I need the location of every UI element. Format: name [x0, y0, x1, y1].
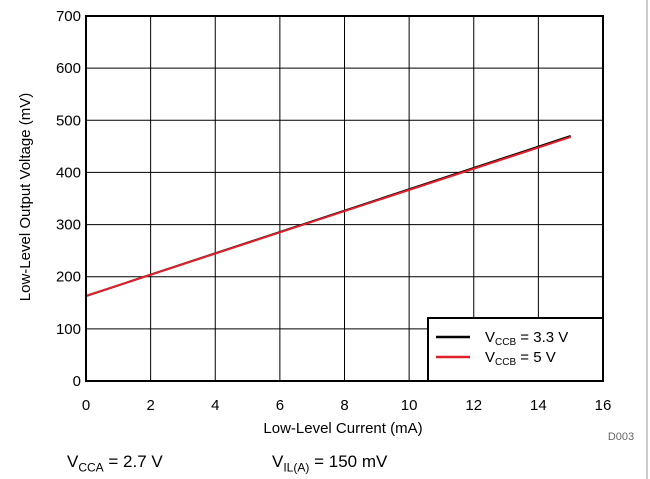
- condition-vil-subscript: IL(A): [283, 460, 310, 475]
- x-axis-label: Low-Level Current (mA): [263, 420, 422, 437]
- condition-vil-symbol: V: [272, 452, 284, 471]
- condition-vcca: VCCA = 2.7 V: [67, 452, 163, 474]
- x-tick-label-0: 0: [82, 397, 90, 414]
- y-tick-label-6: 600: [56, 60, 81, 77]
- x-tick-label-1: 2: [146, 397, 154, 414]
- legend-label-1: VCCB = 5 V: [485, 349, 556, 368]
- plot-area-border: [85, 15, 604, 382]
- series-line-1: [85, 136, 571, 297]
- x-tick-label-7: 14: [530, 397, 547, 414]
- y-tick-label-0: 0: [73, 373, 81, 390]
- legend-box: [427, 317, 604, 382]
- y-axis-label: Low-Level Output Voltage (mV): [17, 93, 34, 301]
- x-tick-label-3: 6: [276, 397, 284, 414]
- data-series: [85, 134, 572, 297]
- y-tick-label-3: 300: [56, 217, 81, 234]
- condition-vcca-subscript: CCA: [78, 460, 104, 475]
- x-tick-label-8: 16: [595, 397, 612, 414]
- y-tick-label-2: 200: [56, 269, 81, 286]
- legend-label-0: VCCB = 3.3 V: [485, 329, 568, 348]
- y-tick-label-7: 700: [56, 8, 81, 25]
- condition-vcca-value: = 2.7 V: [103, 452, 163, 471]
- x-tick-label-2: 4: [211, 397, 219, 414]
- y-tick-label-4: 400: [56, 164, 81, 181]
- figure-id: D003: [608, 431, 634, 443]
- x-tick-labels: 0 2 4 6 8 10 12 14 16: [82, 397, 612, 414]
- x-tick-label-5: 10: [401, 397, 418, 414]
- x-tick-label-4: 8: [340, 397, 348, 414]
- x-tick-label-6: 12: [465, 397, 482, 414]
- y-tick-label-1: 100: [56, 321, 81, 338]
- y-tick-label-5: 500: [56, 112, 81, 129]
- y-tick-labels: 0 100 200 300 400 500 600 700: [56, 8, 81, 390]
- condition-vil: VIL(A) = 150 mV: [272, 452, 387, 474]
- condition-vil-value: = 150 mV: [309, 452, 388, 471]
- condition-vcca-symbol: V: [67, 452, 79, 471]
